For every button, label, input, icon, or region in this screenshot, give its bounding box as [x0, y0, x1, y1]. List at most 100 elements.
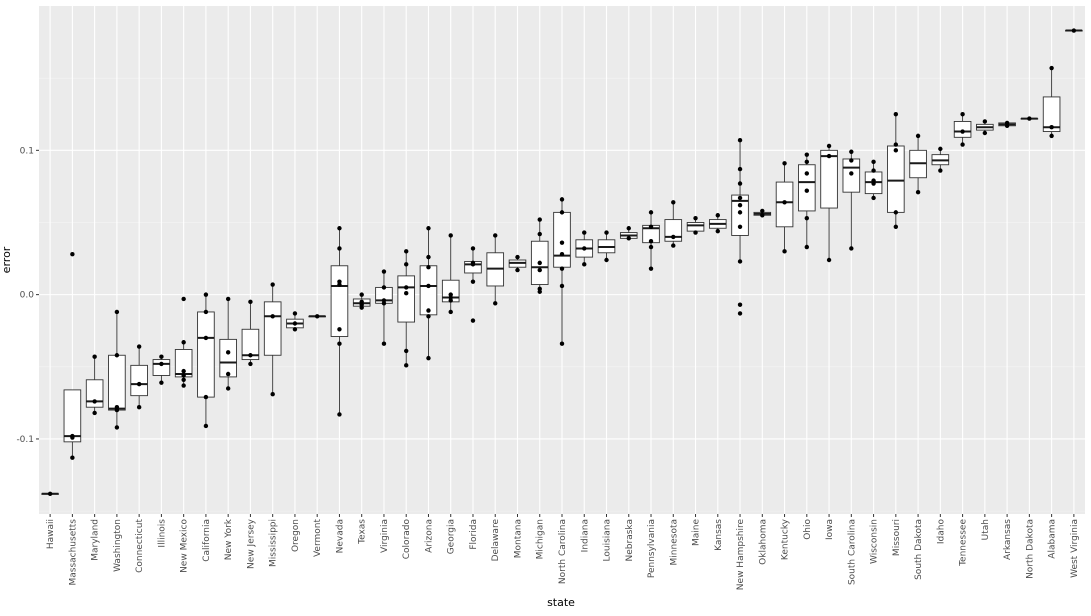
data-point [671, 234, 676, 240]
box-arkansas [998, 120, 1016, 128]
data-point [404, 290, 409, 296]
data-point [737, 210, 743, 215]
data-point [537, 289, 542, 294]
x-tick-label: New Mexico [180, 519, 190, 573]
data-point [203, 309, 209, 315]
box-south-carolina [842, 149, 861, 251]
data-point [1049, 133, 1054, 139]
data-point [893, 224, 899, 230]
box-mississippi [263, 282, 282, 397]
data-point [470, 246, 476, 251]
data-point [337, 327, 342, 332]
data-point [559, 240, 565, 245]
data-point [426, 308, 431, 313]
data-point [804, 188, 810, 193]
x-tick-label: Florida [469, 519, 479, 550]
data-point [404, 262, 409, 267]
data-point [404, 249, 409, 254]
data-point [92, 399, 97, 404]
data-point [292, 321, 298, 326]
x-tick-label: New Jersey [246, 518, 256, 569]
data-point [648, 210, 654, 215]
x-tick-label: South Dakota [914, 519, 924, 580]
x-tick-label: Montana [513, 519, 523, 558]
data-point [960, 142, 965, 147]
box-new-hampshire [731, 138, 749, 316]
data-point [737, 195, 743, 201]
box-south-dakota [909, 133, 927, 195]
data-point [225, 350, 231, 355]
data-point [893, 210, 899, 215]
data-point [849, 149, 854, 154]
box-iqr [330, 265, 349, 337]
data-point [537, 267, 542, 273]
x-tick-label: Washington [113, 519, 123, 572]
data-point [826, 257, 832, 263]
data-point [114, 309, 120, 315]
box-new-york [219, 296, 237, 391]
data-point [203, 292, 209, 297]
box-indiana [575, 230, 594, 267]
box-nebraska [619, 226, 638, 241]
x-tick-label: Missouri [892, 519, 902, 556]
data-point [849, 171, 854, 176]
box-iqr [553, 211, 571, 268]
box-arizona [419, 226, 438, 361]
box-pennsylvania [642, 210, 660, 271]
data-point [693, 215, 698, 221]
data-point [515, 254, 520, 260]
data-point [915, 189, 921, 195]
data-point [804, 159, 810, 165]
data-point [381, 269, 387, 274]
data-point [604, 257, 609, 263]
data-point [404, 363, 409, 368]
x-tick-label: Iowa [825, 519, 835, 540]
data-point [582, 262, 587, 267]
x-tick-label: Wisconsin [870, 519, 880, 564]
box-iqr [887, 145, 905, 213]
data-point [804, 171, 810, 176]
box-iowa [820, 143, 838, 263]
x-tick-label: Connecticut [135, 519, 145, 573]
x-tick-label: South Carolina [847, 519, 857, 585]
x-tick-label: New Hampshire [736, 519, 746, 591]
box-washington [108, 309, 126, 430]
data-point [804, 152, 810, 157]
x-tick-label: Minnesota [669, 519, 679, 565]
data-point [270, 392, 275, 397]
x-tick-label: Arizona [424, 519, 434, 553]
data-point [871, 168, 876, 173]
data-point [582, 230, 587, 235]
box-tennessee [953, 112, 972, 147]
x-tick-label: West Virginia [1070, 519, 1080, 578]
x-tick-label: Kentucky [781, 518, 791, 560]
data-point [426, 226, 431, 231]
data-point [203, 335, 209, 341]
x-tick-label: Pennsylvania [647, 519, 657, 578]
data-point [737, 259, 743, 264]
box-iqr [219, 338, 237, 378]
data-point [893, 148, 899, 153]
data-point [426, 283, 431, 289]
x-tick-label: Illinois [157, 519, 167, 548]
data-point [114, 407, 120, 413]
data-point [292, 311, 298, 316]
x-tick-label: Kansas [714, 519, 724, 551]
x-tick-label: Ohio [803, 519, 813, 540]
data-point [871, 195, 876, 201]
data-point [715, 228, 720, 234]
x-tick-label: Tennessee [959, 519, 969, 567]
x-tick-label: North Dakota [1025, 519, 1035, 579]
data-point [871, 181, 876, 186]
data-point [871, 159, 876, 165]
box-iqr [108, 354, 126, 411]
data-point [225, 386, 231, 391]
data-point [270, 314, 275, 319]
x-tick-label: Michigan [536, 519, 546, 559]
data-point [181, 377, 186, 382]
data-point [648, 266, 654, 271]
data-point [136, 381, 142, 387]
box-north-dakota [1020, 116, 1039, 121]
box-iqr [820, 149, 838, 209]
x-tick-label: Texas [358, 519, 368, 545]
